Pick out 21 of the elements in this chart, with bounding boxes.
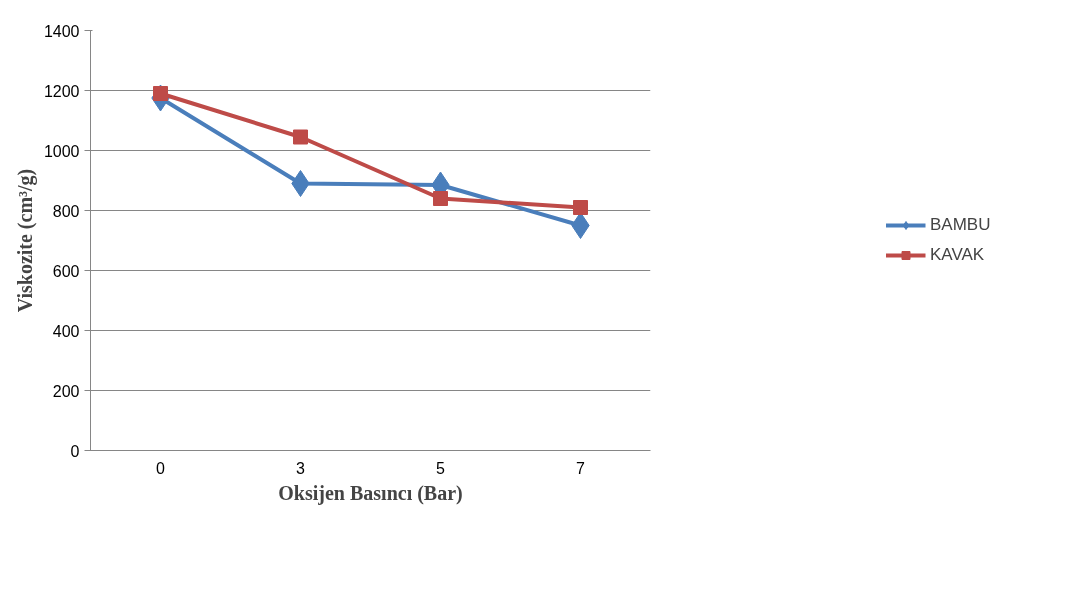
y-tick-label: 400	[52, 322, 80, 340]
x-tick-label: 7	[576, 459, 586, 477]
y-tick-label: 1400	[43, 22, 80, 40]
y-tick-label: 1200	[43, 82, 80, 100]
x-tick-label: 5	[436, 459, 446, 477]
y-tick-label: 200	[52, 382, 80, 400]
y-tick-label: 800	[52, 202, 80, 220]
point	[433, 191, 448, 206]
legend-label: BAMBU	[930, 215, 992, 235]
y-tick-label: 1000	[43, 142, 80, 160]
point	[573, 200, 588, 215]
point	[291, 170, 310, 197]
legend-label: KAVAK	[930, 245, 986, 265]
point	[571, 212, 590, 239]
x-axis-title: Oksijen Basıncı (Bar)	[278, 481, 463, 505]
y-tick-label: 600	[52, 262, 80, 280]
x-tick-label: 0	[156, 459, 166, 477]
y-axis-title: Viskozite (cm³/g)	[13, 168, 37, 313]
y-tick-label: 0	[70, 442, 80, 460]
point	[293, 129, 308, 145]
x-tick-label: 3	[296, 459, 306, 477]
